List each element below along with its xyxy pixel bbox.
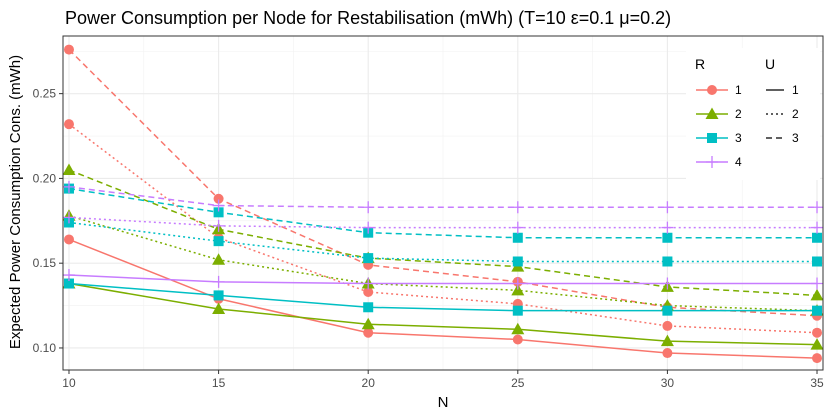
data-point-r3-u2 <box>512 256 523 267</box>
legend: R U 1 2 3 4 1 2 3 <box>686 48 820 180</box>
data-point-r4-u2 <box>362 221 375 234</box>
data-point-r1-u1 <box>512 334 523 345</box>
data-point-r2-u3 <box>62 163 76 175</box>
legend-r-marker <box>706 156 718 168</box>
data-point-r2-u3 <box>810 288 824 301</box>
data-point-r4-u1 <box>212 275 225 288</box>
data-point-r3-u3 <box>512 232 523 243</box>
series-line-r4-u3 <box>68 186 818 208</box>
data-point-r4-u2 <box>661 221 674 234</box>
data-point-r2-u1 <box>212 302 226 314</box>
data-point-r4-u1 <box>811 277 824 290</box>
data-point-r4-u3 <box>62 180 75 193</box>
data-point-r3-u1 <box>812 305 823 316</box>
plot-panel-border <box>62 35 824 371</box>
data-point-r3-u3 <box>213 207 224 218</box>
legend-u-label: 2 <box>792 107 799 121</box>
data-point-r1-u1 <box>63 234 74 245</box>
data-point-r3-u2 <box>213 236 224 247</box>
data-point-r1-u2 <box>812 327 823 338</box>
data-point-r3-u2 <box>662 256 673 267</box>
data-point-r2-u1 <box>511 322 525 335</box>
data-point-r2-u1 <box>660 334 674 347</box>
data-point-r2-u1 <box>810 338 824 350</box>
data-point-r1-u3 <box>213 193 224 204</box>
data-point-r3-u1 <box>363 302 374 313</box>
data-point-r2-u2 <box>511 283 525 296</box>
x-axis-ticks: 10 15 20 25 30 35 <box>62 370 824 390</box>
data-point-r1-u2 <box>63 119 74 130</box>
data-point-r3-u3 <box>662 232 673 243</box>
series-line-r2-u1 <box>68 282 818 346</box>
legend-r-marker <box>707 133 717 143</box>
series-points <box>62 44 824 364</box>
data-point-r3-u2 <box>812 256 823 267</box>
data-point-r4-u2 <box>811 221 824 234</box>
legend-r-label: 2 <box>735 107 742 121</box>
data-point-r4-u3 <box>362 201 375 214</box>
data-point-r4-u2 <box>62 211 75 224</box>
data-point-r1-u3 <box>63 44 74 55</box>
legend-r-marker <box>705 107 719 119</box>
x-tick-label: 20 <box>362 376 376 390</box>
y-axis-ticks: 0.10 0.15 0.20 0.25 <box>33 87 63 355</box>
x-tick-label: 30 <box>661 376 675 390</box>
data-point-r3-u1 <box>213 290 224 301</box>
legend-u-label: 1 <box>792 83 799 97</box>
series-line-r3-u2 <box>68 221 818 263</box>
data-point-r2-u2 <box>212 253 226 265</box>
data-point-r4-u1 <box>511 277 524 290</box>
legend-u-items: 1 2 3 <box>766 83 799 145</box>
series-line-r4-u1 <box>68 274 818 285</box>
data-point-r4-u3 <box>661 201 674 214</box>
series-line-r3-u1 <box>68 282 818 312</box>
data-point-r1-u1 <box>812 353 823 364</box>
data-point-r1-u2 <box>363 287 374 298</box>
series-line-r1-u3 <box>68 49 818 317</box>
legend-r-title: R <box>695 56 705 72</box>
data-point-r3-u2 <box>363 253 374 264</box>
data-point-r3-u1 <box>63 278 74 289</box>
series-line-r1-u1 <box>68 238 818 359</box>
x-tick-label: 25 <box>511 376 525 390</box>
data-point-r1-u1 <box>662 348 673 359</box>
x-tick-label: 15 <box>212 376 226 390</box>
y-tick-label: 0.25 <box>33 87 57 101</box>
legend-u-title: U <box>765 56 775 72</box>
y-tick-label: 0.15 <box>33 256 57 270</box>
legend-r-label: 3 <box>735 131 742 145</box>
y-tick-label: 0.20 <box>33 171 57 185</box>
data-point-r1-u2 <box>662 320 673 331</box>
x-tick-label: 10 <box>62 376 76 390</box>
series-lines <box>68 49 818 359</box>
data-point-r4-u3 <box>511 201 524 214</box>
y-axis-title: Expected Power Consumption Cons. (mWh) <box>7 55 24 349</box>
data-point-r3-u3 <box>812 232 823 243</box>
legend-r-marker <box>707 85 717 95</box>
x-tick-label: 35 <box>810 376 824 390</box>
chart-title: Power Consumption per Node for Restabili… <box>65 8 671 28</box>
data-point-r1-u1 <box>363 327 374 338</box>
x-axis-title: N <box>438 394 449 411</box>
legend-r-label: 1 <box>735 83 742 97</box>
data-point-r4-u1 <box>362 277 375 290</box>
legend-u-label: 3 <box>792 131 799 145</box>
data-point-r4-u2 <box>212 219 225 232</box>
data-point-r4-u1 <box>661 277 674 290</box>
data-point-r4-u1 <box>62 269 75 282</box>
data-point-r4-u3 <box>811 201 824 214</box>
data-point-r4-u2 <box>511 221 524 234</box>
data-point-r3-u1 <box>512 305 523 316</box>
series-line-r2-u3 <box>68 169 818 297</box>
data-point-r4-u3 <box>212 199 225 212</box>
legend-r-items: 1 2 3 4 <box>696 83 742 169</box>
legend-r-label: 4 <box>735 155 742 169</box>
data-point-r2-u1 <box>361 317 375 330</box>
data-point-r3-u1 <box>662 305 673 316</box>
y-tick-label: 0.10 <box>33 341 57 355</box>
